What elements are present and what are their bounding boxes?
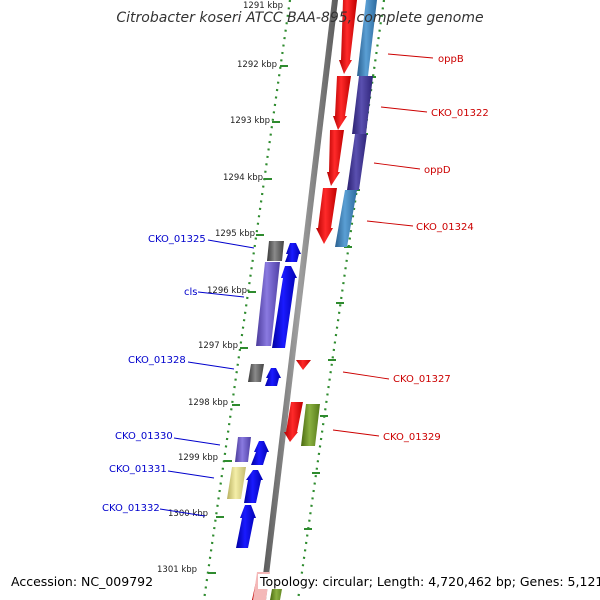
gene-label-CKO_01328: CKO_01328 — [128, 355, 186, 366]
gene-arrow-red-small — [296, 360, 311, 370]
gene-label-CKO_01325: CKO_01325 — [148, 234, 206, 245]
gene-purple-block — [256, 262, 280, 346]
tick-label: 1292 kbp — [237, 60, 277, 70]
gene-labels-right[interactable]: oppB CKO_01322 oppD CKO_01324 CKO_01327 … — [383, 54, 489, 443]
gene-label-oppD: oppD — [424, 165, 451, 176]
tick-label: 1296 kbp — [207, 286, 247, 296]
reverse-genes[interactable] — [227, 241, 301, 600]
gene-olive-block — [301, 404, 320, 446]
gene-label-CKO_01330: CKO_01330 — [115, 431, 173, 442]
tick-labels: 1291 kbp 1292 kbp 1293 kbp 1294 kbp 1295… — [157, 1, 283, 575]
tick-label: 1298 kbp — [188, 398, 228, 408]
gene-label-CKO_01327: CKO_01327 — [393, 374, 451, 385]
tick-label: 1297 kbp — [198, 341, 238, 351]
gene-label-CKO_01324: CKO_01324 — [416, 222, 474, 233]
gene-arrow-red — [327, 130, 344, 186]
gene-arrow-red — [316, 188, 337, 244]
gene-purple-block — [235, 437, 251, 462]
tick-label: 1300 kbp — [168, 509, 208, 519]
gene-label-CKO_01329: CKO_01329 — [383, 432, 441, 443]
gene-gray-block — [248, 364, 264, 382]
right-leaders — [332, 53, 434, 437]
gene-gray-block — [267, 241, 284, 261]
gene-steel-block — [357, 0, 377, 76]
accession-label: Accession: NC_009792 — [9, 574, 156, 589]
tick-label: 1299 kbp — [178, 453, 218, 463]
tick-label: 1294 kbp — [223, 173, 263, 183]
gene-arrow-blue — [236, 505, 256, 548]
left-leaders — [159, 239, 255, 517]
gene-arrow-blue — [265, 368, 281, 386]
tick-label: 1301 kbp — [157, 565, 197, 575]
gene-arrow-blue — [244, 470, 263, 503]
gene-steel-block — [335, 190, 357, 247]
gene-arrow-red — [333, 76, 351, 130]
gene-label-oppB: oppB — [438, 54, 464, 65]
gene-arrow-blue — [251, 441, 269, 465]
gene-yellow-block — [227, 467, 246, 499]
gene-label-CKO_01332: CKO_01332 — [102, 503, 160, 514]
gene-navy-block — [352, 76, 373, 134]
genome-summary: Topology: circular; Length: 4,720,462 bp… — [258, 574, 600, 589]
gene-arrow-red — [339, 0, 357, 74]
genome-backbone — [260, 0, 338, 600]
gene-arrow-red — [284, 402, 303, 442]
gene-arrow-blue — [285, 243, 301, 262]
gene-labels-left[interactable]: CKO_01325 cls CKO_01328 CKO_01330 CKO_01… — [102, 234, 206, 514]
gene-navy-block — [347, 134, 367, 190]
gene-label-CKO_01322: CKO_01322 — [431, 108, 489, 119]
tick-label: 1291 kbp — [243, 1, 283, 11]
gene-label-CKO_01331: CKO_01331 — [109, 464, 167, 475]
tick-label: 1293 kbp — [230, 116, 270, 126]
outer-track-genes[interactable] — [335, 0, 377, 247]
tick-label: 1295 kbp — [215, 229, 255, 239]
gene-arrow-blue — [272, 266, 297, 348]
gene-label-cls: cls — [184, 287, 198, 298]
map-title: Citrobacter koseri ATCC BAA-895, complet… — [116, 10, 484, 26]
